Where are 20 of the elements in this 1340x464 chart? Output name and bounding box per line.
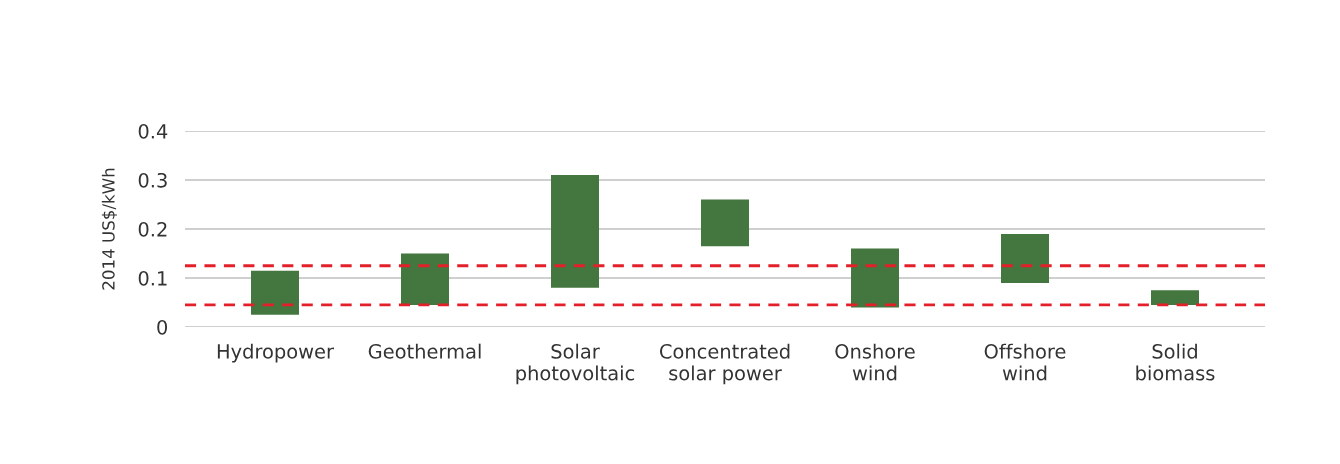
y-axis-title: 2014 US$/kWh	[101, 168, 117, 290]
x-tick-label: Hydropower	[217, 343, 335, 363]
bar	[251, 270, 299, 315]
x-tick-label: Solar photovoltaic	[516, 343, 635, 385]
bar	[1001, 233, 1049, 283]
x-tick-label: Geothermal	[368, 343, 481, 359]
y-tick-label: 0.2	[138, 221, 167, 237]
x-tick-label: Offshore wind	[984, 343, 1066, 381]
bar	[701, 199, 749, 247]
y-tick-label: 0.3	[138, 172, 167, 188]
bar	[551, 175, 599, 288]
x-tick-label: Solid biomass	[1136, 343, 1215, 381]
y-tick-label: 0.4	[138, 123, 168, 139]
x-tick-label: Concentrated solar power	[659, 343, 790, 385]
y-tick-label: 0	[157, 319, 168, 335]
y-tick-label: 0.1	[138, 270, 167, 286]
bar	[1151, 290, 1199, 305]
bar	[851, 248, 899, 308]
bar	[401, 253, 449, 305]
x-tick-label: Onshore wind	[835, 343, 915, 381]
